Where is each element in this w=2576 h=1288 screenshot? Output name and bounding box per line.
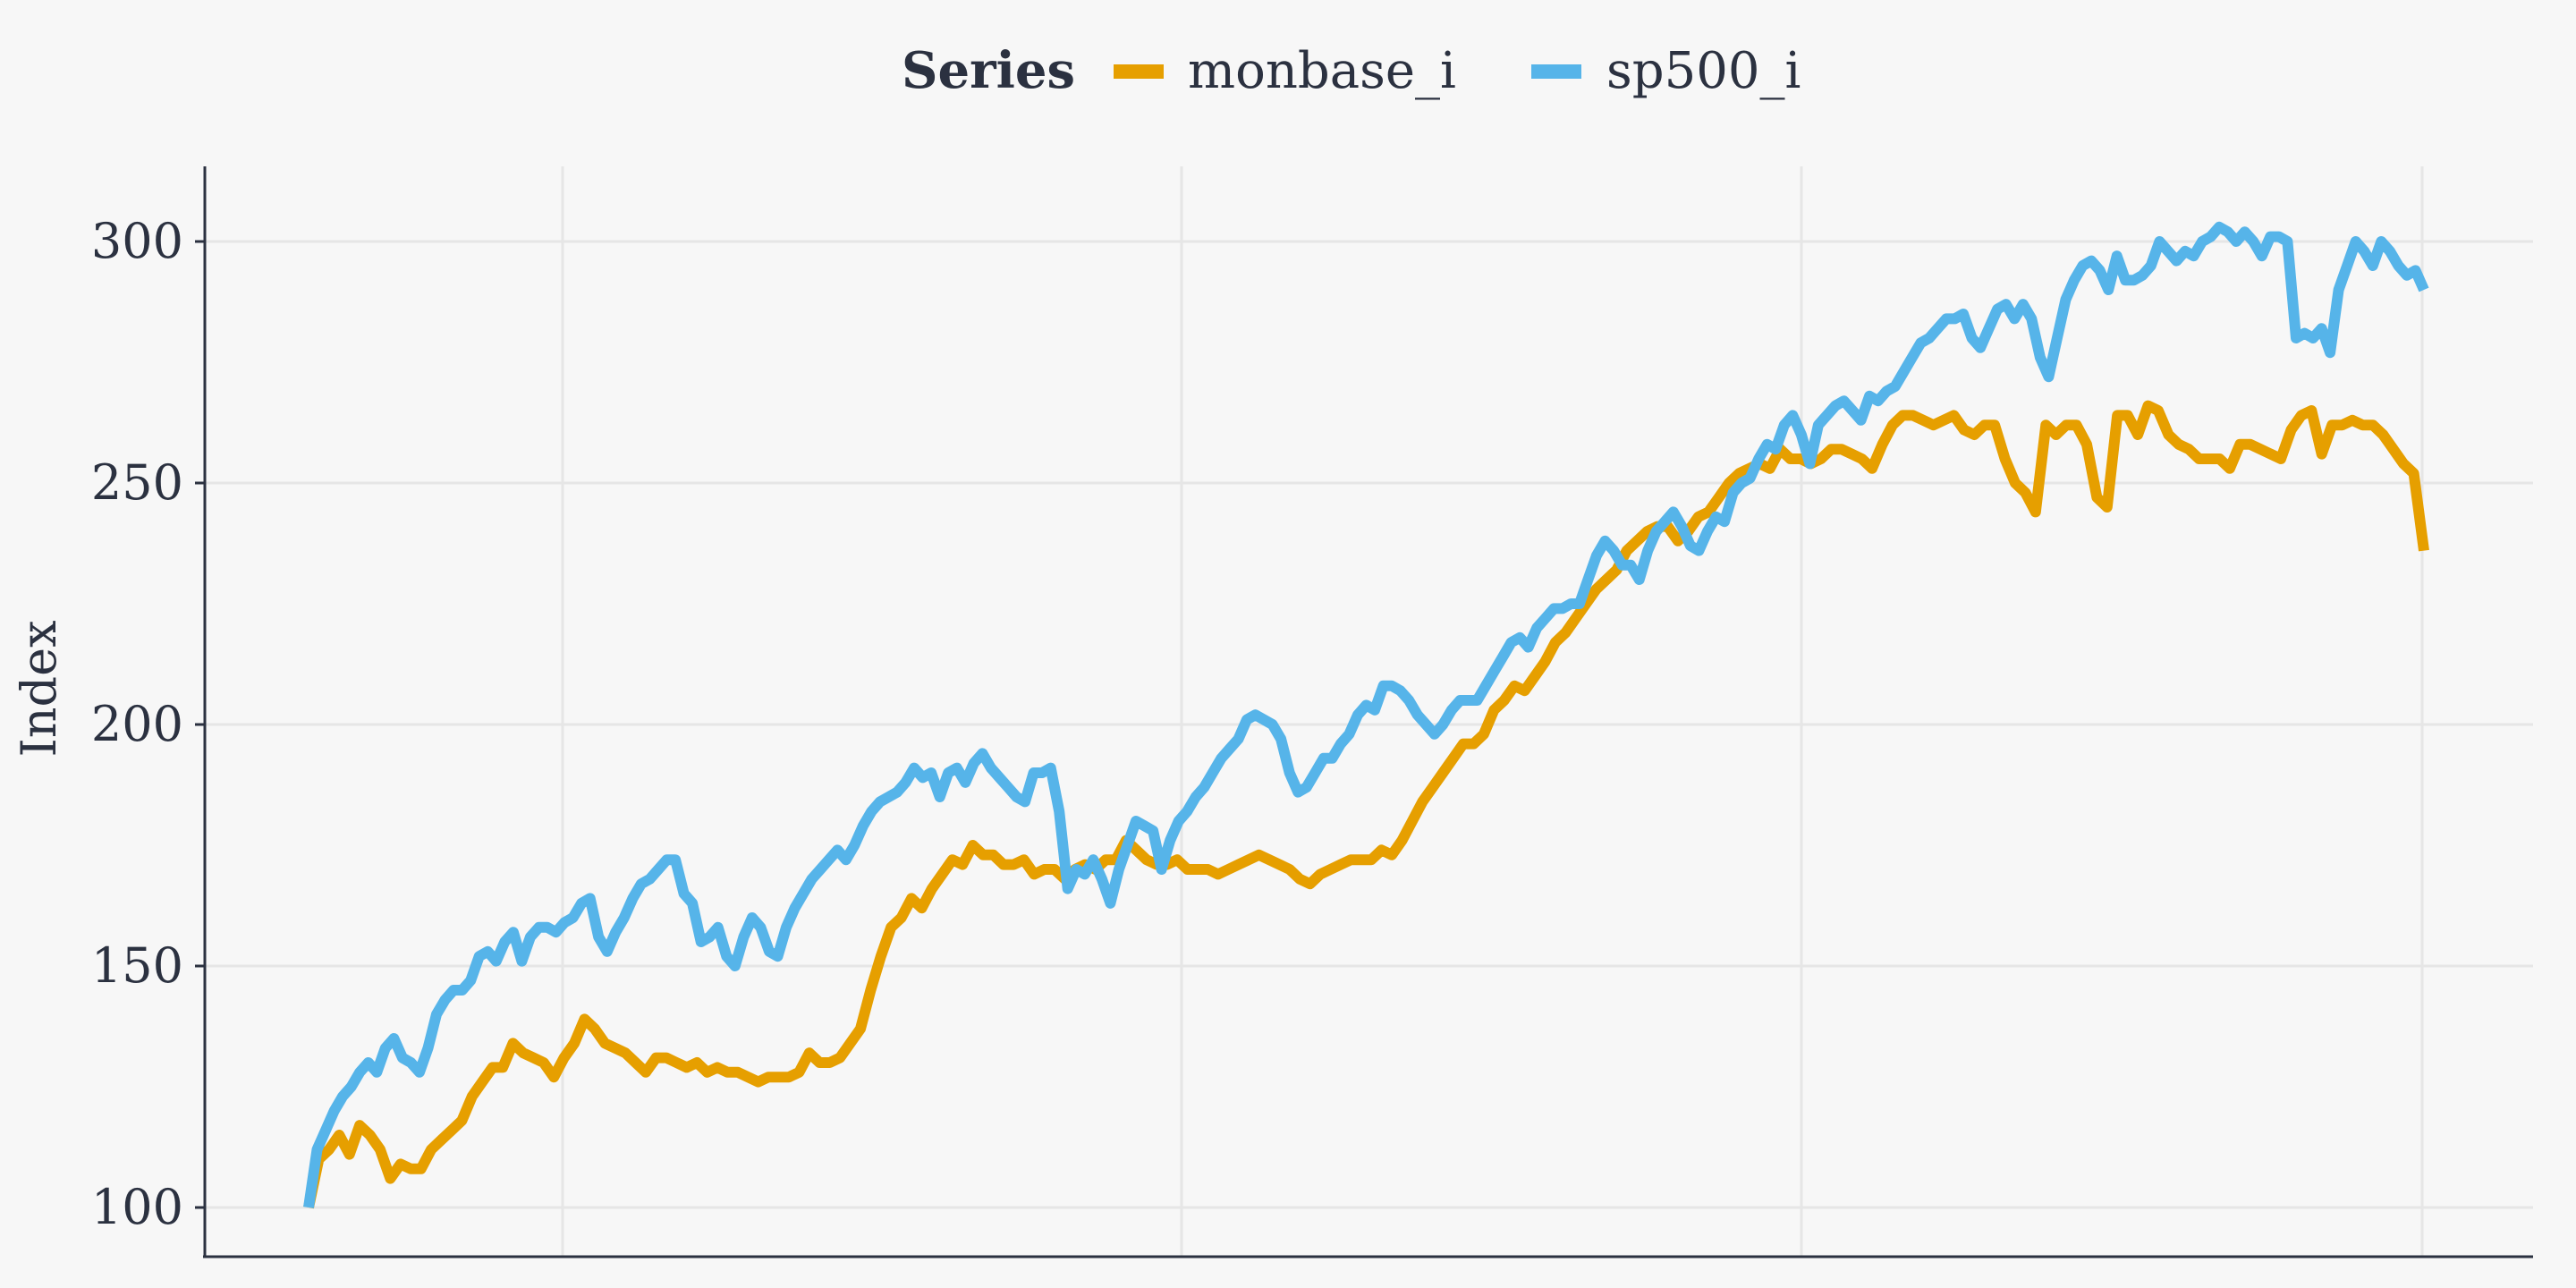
y-tick-label: 300 bbox=[91, 213, 183, 269]
series-group bbox=[303, 221, 2429, 1209]
axes bbox=[203, 166, 2533, 1258]
gridlines bbox=[205, 166, 2533, 1257]
legend-label-monbase_i: monbase_i bbox=[1188, 42, 1456, 100]
y-tick-label: 250 bbox=[91, 454, 183, 511]
y-tick-group: 100 150 200 250 300 bbox=[91, 213, 205, 1235]
legend-title: Series bbox=[902, 41, 1075, 100]
y-tick-label: 100 bbox=[91, 1179, 183, 1235]
legend-label-sp500_i: sp500_i bbox=[1606, 42, 1801, 100]
legend: Series monbase_i sp500_i bbox=[902, 41, 1801, 100]
series-line-monbase_i bbox=[303, 400, 2429, 1209]
y-axis-label: Index bbox=[11, 620, 67, 757]
legend-items: monbase_i sp500_i bbox=[1114, 42, 1801, 100]
y-tick-label: 150 bbox=[91, 937, 183, 994]
series-line-sp500_i bbox=[303, 221, 2429, 1208]
y-tick-label: 200 bbox=[91, 696, 183, 752]
